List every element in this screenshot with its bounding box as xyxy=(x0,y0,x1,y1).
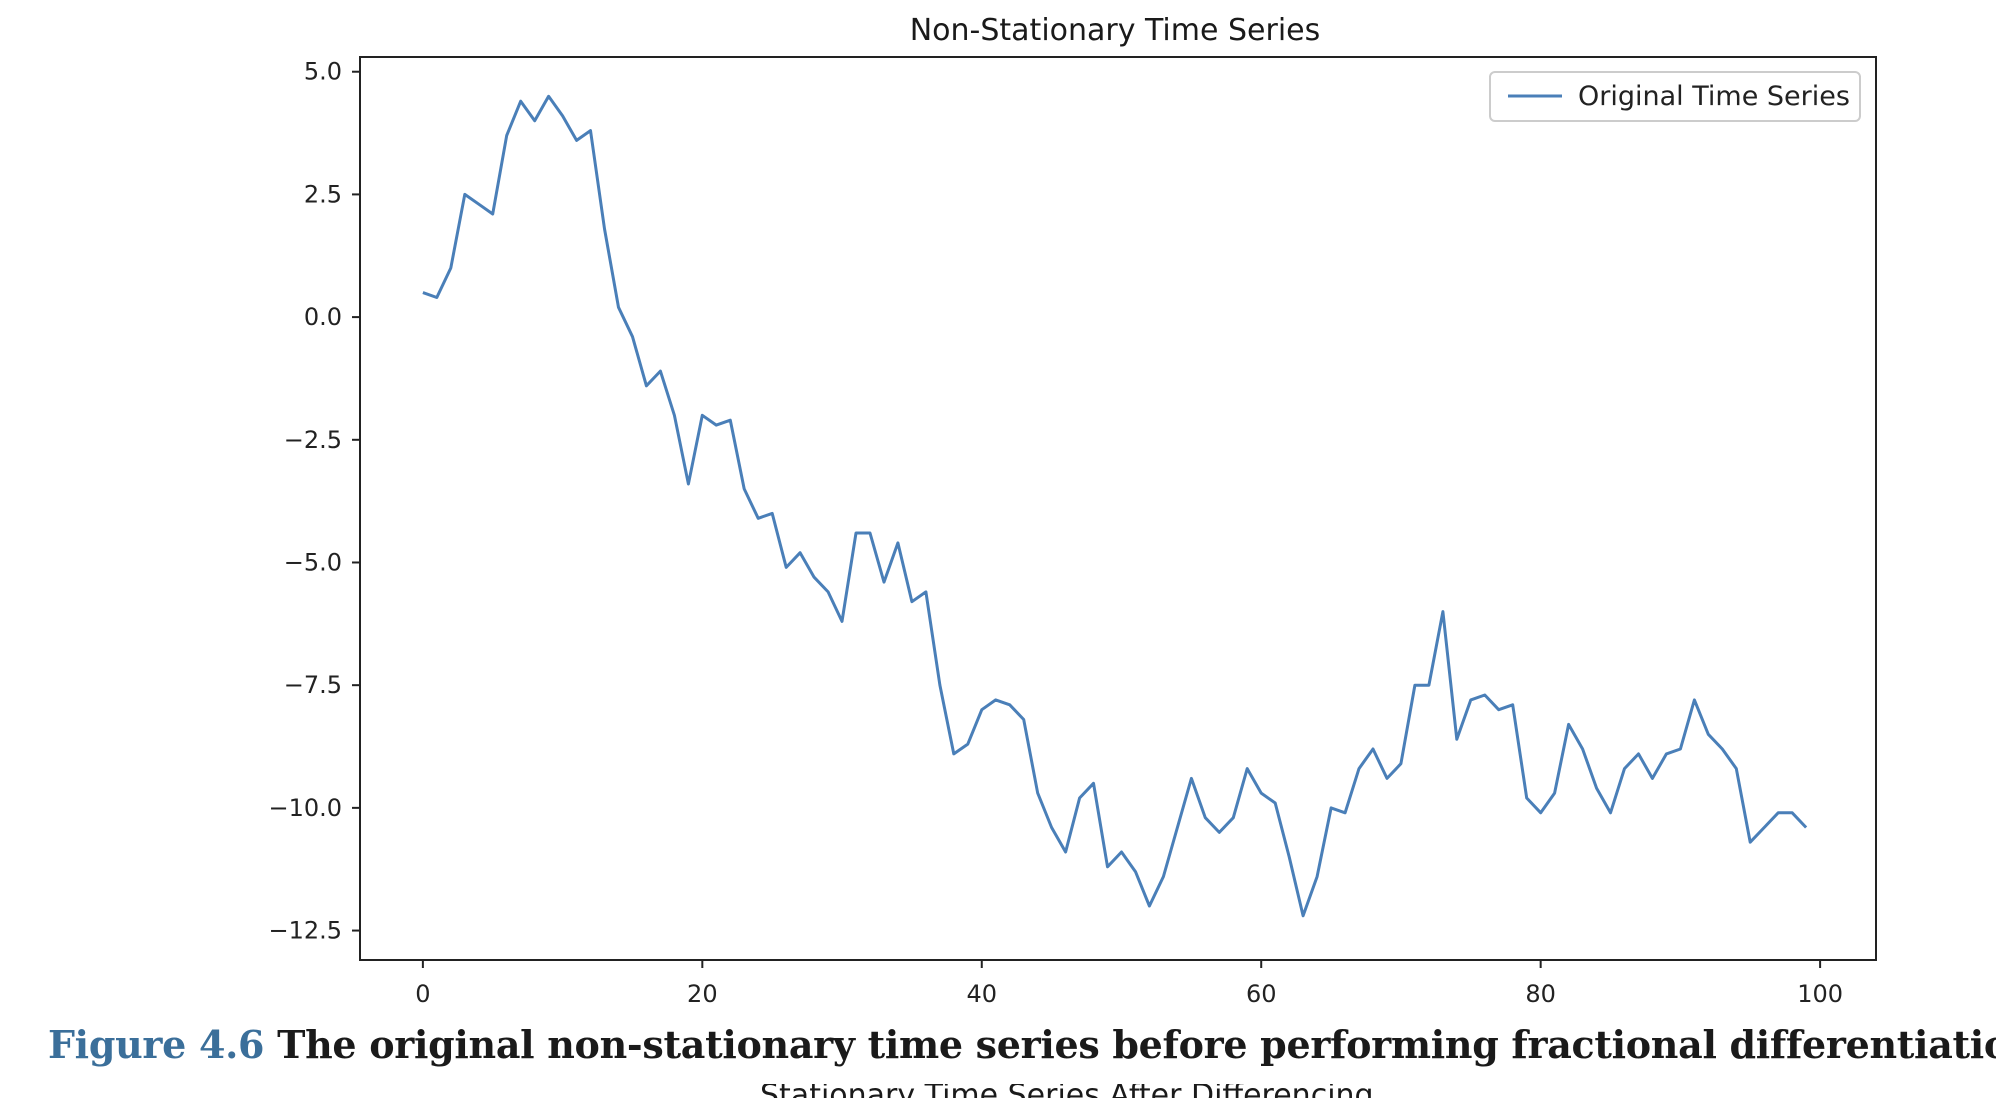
figure-caption: Figure 4.6 The original non-stationary t… xyxy=(48,1022,1996,1067)
y-tick-label: −2.5 xyxy=(284,426,342,454)
legend-box xyxy=(1489,71,1861,122)
y-tick-label: 0.0 xyxy=(304,303,342,331)
y-tick-label: 2.5 xyxy=(304,180,342,208)
y-axis: 5.0 2.5 0.0 −2.5 −5.0 −7.5 −10.0 −12.5 xyxy=(268,58,360,945)
x-tick-label: 20 xyxy=(687,980,718,1008)
series-line xyxy=(422,94,1808,918)
x-tick-label: 80 xyxy=(1525,980,1556,1008)
legend-entry: Original Time Series xyxy=(1578,81,1850,112)
y-tick-label: −5.0 xyxy=(284,548,342,576)
y-tick-label: −7.5 xyxy=(284,671,342,699)
next-chart-title: Stationary Time Series After Differencin… xyxy=(760,1084,1460,1098)
chart-title: Non-Stationary Time Series xyxy=(910,13,1321,48)
figure-label: Figure 4.6 xyxy=(48,1022,265,1067)
series-layer xyxy=(422,94,1808,918)
x-tick-label: 40 xyxy=(966,980,997,1008)
legend: Original Time Series xyxy=(1489,71,1861,122)
x-tick-label: 60 xyxy=(1246,980,1277,1008)
plot-frame xyxy=(359,56,1877,961)
x-axis: 0 20 40 60 80 100 xyxy=(415,960,1843,1008)
x-tick-label: 100 xyxy=(1797,980,1843,1008)
y-tick-label: −10.0 xyxy=(268,794,342,822)
next-chart-title-clipped: Stationary Time Series After Differencin… xyxy=(760,1084,1460,1098)
x-tick-label: 0 xyxy=(415,980,430,1008)
figure-caption-text: The original non-stationary time series … xyxy=(277,1022,1996,1067)
line-chart: Non-Stationary Time Series 0 20 40 60 80 100 … xyxy=(268,13,1877,1008)
y-tick-label: −12.5 xyxy=(268,917,342,945)
y-tick-label: 5.0 xyxy=(304,58,342,86)
